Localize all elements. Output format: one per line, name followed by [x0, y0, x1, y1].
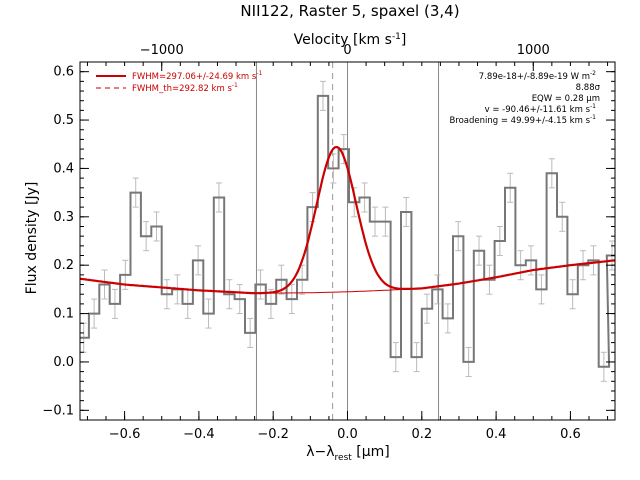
x-axis-ticks: −0.6 −0.4 −0.2 0.0 0.2 0.4 0.6 [86, 411, 609, 442]
x-tick-label-5: 0.4 [486, 427, 507, 442]
x-tick-label-4: 0.2 [411, 427, 432, 442]
x-tick-label-2: −0.2 [257, 427, 289, 442]
chart-title: NII122, Raster 5, spaxel (3,4) [240, 2, 459, 20]
x-axis-label: λ−λrest [μm] [306, 444, 390, 463]
annotation-eqw: EQW = 0.28 μm [532, 94, 600, 104]
legend-fit-th-label: FWHM_th=292.82 km s-1 [132, 82, 238, 94]
top-tick-label-2: 1000 [517, 43, 550, 58]
annotation-sigma: 8.88σ [576, 83, 601, 93]
x-tick-label-6: 0.6 [560, 427, 581, 442]
top-axis-label: Velocity [km s-1] [294, 32, 407, 48]
annotation-broadening: Broadening = 49.99+/-4.15 km s-1 [449, 114, 596, 126]
spectrum-line [80, 94, 615, 368]
y-tick-label-1: 0.0 [53, 355, 74, 370]
top-tick-label-0: −1000 [140, 43, 184, 58]
y-tick-label-2: 0.1 [53, 307, 74, 322]
reference-lines [255, 62, 440, 420]
y-tick-label-7: 0.6 [53, 65, 74, 80]
top-axis-ticks: −1000 0 1000 [86, 43, 609, 71]
x-tick-label-1: −0.4 [183, 427, 215, 442]
annotation-velocity: v = -90.46+/-11.61 km s-1 [485, 103, 597, 115]
annotation-flux: 7.89e-18+/-8.89e-19 W m-2 [479, 70, 596, 82]
fit-line [79, 145, 616, 295]
y-axis-label: Flux density [Jy] [24, 182, 40, 295]
y-tick-label-0: −0.1 [42, 403, 74, 418]
x-tick-label-3: 0.0 [337, 427, 358, 442]
y-tick-label-3: 0.2 [53, 258, 74, 273]
y-axis-ticks: −0.1 0.0 0.1 0.2 0.3 0.4 0.5 0.6 [42, 65, 615, 418]
y-tick-label-4: 0.3 [53, 210, 74, 225]
legend: FWHM=297.06+/-24.69 km s-1 FWHM_th=292.8… [96, 70, 262, 94]
y-tick-label-5: 0.4 [53, 161, 74, 176]
legend-fit-label: FWHM=297.06+/-24.69 km s-1 [132, 70, 262, 82]
fit-annotations: 7.89e-18+/-8.89e-19 W m-2 8.88σ EQW = 0.… [449, 70, 600, 126]
x-tick-label-0: −0.6 [109, 427, 141, 442]
top-tick-label-1: 0 [343, 43, 351, 58]
y-tick-label-6: 0.5 [53, 113, 74, 128]
